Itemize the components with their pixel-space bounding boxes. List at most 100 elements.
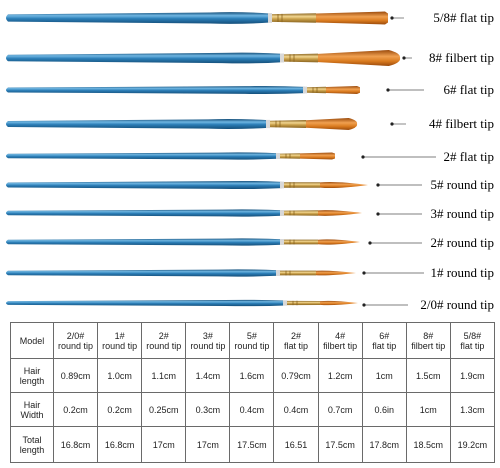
cell-line-2: length: [19, 375, 45, 386]
cell-line-1: Hair: [23, 399, 41, 410]
hair-length-row: Hair length 0.89cm 1.0cm 1.1cm 1.4cm 1.6cm 0.79…: [10, 358, 496, 393]
brush-ferrule: [284, 210, 318, 216]
brush-handle: [6, 238, 282, 246]
brush-label: 3# round tip: [430, 206, 494, 221]
table-cell: 1.9cm: [449, 358, 496, 393]
brush-label: 1# round tip: [430, 265, 494, 280]
brush-ring: [280, 239, 284, 245]
leader-dot: [376, 183, 380, 187]
brush-label: 2# flat tip: [443, 149, 494, 164]
brush-ferrule: [280, 270, 316, 276]
brush-spec-table: Model 2/0# round tip 1# round tip 2# round ti…: [10, 322, 496, 463]
cell-line-1: 5/8#: [463, 330, 482, 341]
cell-line-2: round tip: [146, 340, 182, 351]
leader-dot: [376, 212, 380, 216]
model-header-label: Model: [19, 335, 45, 346]
table-cell: 1cm: [405, 392, 451, 427]
table-cell: 18.5cm: [405, 426, 451, 463]
brush-hair-tip: [316, 11, 388, 25]
table-cell: 17.5cm: [229, 426, 275, 463]
brush-handle: [6, 299, 285, 307]
table-cell: 19.2cm: [449, 426, 496, 463]
table-cell: 17cm: [141, 426, 187, 463]
cell-line-2: flat tip: [284, 340, 309, 351]
cell-line-2: round tip: [234, 340, 270, 351]
brush-label: 6# flat tip: [443, 82, 494, 97]
leader-dot: [362, 303, 366, 307]
brush-ring: [276, 153, 280, 159]
brush-illustration-area: 5/8# flat tip 8# filbert tip 6# flat tip 4#…: [6, 10, 494, 312]
table-cell: 0.79cm: [273, 358, 319, 393]
cell-line-1: 2#: [158, 330, 169, 341]
brush-label: 5/8# flat tip: [433, 10, 494, 25]
leader-dot: [386, 88, 390, 92]
cell-line-1: 8#: [423, 330, 434, 341]
brush-handle: [6, 209, 282, 217]
cell-line-1: Total: [22, 434, 42, 445]
cell-line-1: 2#: [291, 330, 302, 341]
table-cell: 17.5cm: [317, 426, 363, 463]
brush-handle: [6, 85, 305, 95]
leader-dot: [390, 122, 394, 126]
brush-ring: [280, 210, 284, 216]
row-header-cell: Total length: [10, 426, 54, 463]
leader-dot: [361, 155, 365, 159]
brush-ferrule: [284, 239, 318, 245]
brush-ring: [268, 13, 272, 23]
model-column-header: 8# filbert tip: [405, 322, 451, 359]
table-cell: 0.89cm: [52, 358, 99, 393]
brush-ring: [280, 53, 284, 63]
table-cell: 16.8cm: [97, 426, 143, 463]
leader-dot: [390, 16, 394, 20]
leader-dot: [402, 56, 406, 60]
brush-8: [6, 238, 422, 246]
brush-hair-tip: [320, 181, 368, 189]
cell-line-2: filbert tip: [323, 340, 358, 351]
brush-label: 8# filbert tip: [429, 50, 494, 65]
model-column-header: 2# flat tip: [273, 322, 319, 359]
brush-ring: [266, 119, 270, 129]
table-cell: 16.51: [273, 426, 319, 463]
brush-5: [6, 152, 436, 160]
brush-10: [6, 299, 408, 307]
table-cell: 0.6in: [361, 392, 407, 427]
brush-handle: [6, 180, 282, 190]
brush-set-illustration: [6, 11, 436, 307]
brush-label: 2/0# round tip: [420, 297, 494, 312]
table-cell: 1.1cm: [141, 358, 187, 393]
brush-handle: [6, 52, 282, 64]
row-header-cell: Hair length: [10, 358, 54, 393]
cell-line-1: 6#: [379, 330, 390, 341]
brush-ring: [280, 181, 284, 189]
model-header-cell: Model: [10, 322, 54, 359]
table-cell: 0.2cm: [97, 392, 143, 427]
model-column-header: 6# flat tip: [361, 322, 407, 359]
cell-line-1: 1#: [114, 330, 125, 341]
cell-line-2: round tip: [190, 340, 226, 351]
brush-9: [6, 269, 424, 277]
table-cell: 0.4cm: [273, 392, 319, 427]
brush-7: [6, 209, 422, 217]
cell-line-1: Hair: [23, 365, 41, 376]
brush-label: 4# filbert tip: [429, 116, 494, 131]
table-cell: 1.0cm: [97, 358, 143, 393]
brush-hair-tip: [318, 210, 362, 216]
model-column-header: 4# filbert tip: [317, 322, 363, 359]
brush-4: [6, 118, 406, 130]
brush-hair-tip: [306, 118, 358, 130]
brush-ferrule: [287, 300, 320, 306]
table-cell: 0.7cm: [317, 392, 363, 427]
brush-ferrule: [284, 53, 318, 63]
brush-3: [6, 85, 424, 95]
cell-line-1: 3#: [202, 330, 213, 341]
table-cell: 1.2cm: [317, 358, 363, 393]
cell-line-2: round tip: [102, 340, 138, 351]
model-column-header: 2/0# round tip: [52, 322, 99, 359]
brush-hair-tip: [320, 300, 358, 306]
brush-handle: [6, 269, 278, 277]
model-column-header: 3# round tip: [185, 322, 231, 359]
table-cell: 1.5cm: [405, 358, 451, 393]
model-column-header: 1# round tip: [97, 322, 143, 359]
brush-1: [6, 11, 404, 25]
model-column-header: 5/8# flat tip: [449, 322, 496, 359]
